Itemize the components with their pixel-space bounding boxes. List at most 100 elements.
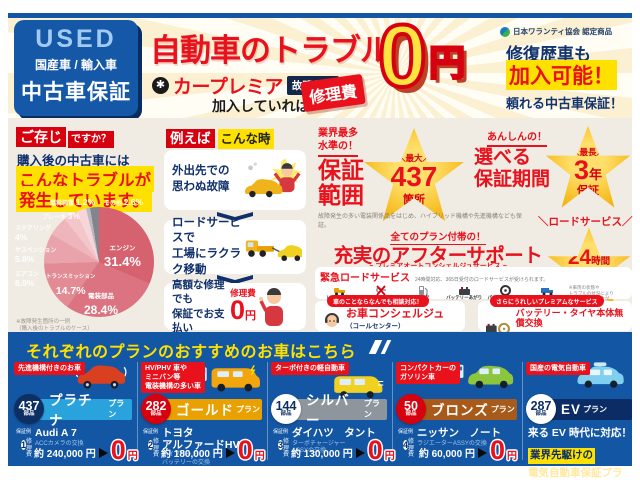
gold-minivan-icon (199, 365, 260, 392)
zero-price-yen: 円 (127, 451, 138, 462)
roadservice-item-battery: バッテリーあがり (444, 285, 483, 301)
plan-name-row: 144 部品 シルバー プラン (271, 393, 387, 428)
hours-unit: 時間 (591, 256, 611, 267)
plan-platinum: 先進機構付きのお車 437 部品 プラチナ プラン 保証例 1 (14, 360, 138, 466)
roadservice-desc: 24時間対応、365日受付のロードサービスが受けられます。 (415, 277, 549, 283)
parts-count-badge: 287 部品 (526, 394, 556, 424)
car-category-label: 国産車 / 輸入車 (34, 58, 117, 72)
example-number-circle: 4 (402, 440, 408, 450)
parts-unit: 部品 (23, 411, 35, 418)
price-value: 約 60,000 円 (418, 449, 475, 460)
parts-count: 144 (275, 398, 297, 413)
trouble-lead-text: 購入後の中古車には (17, 154, 130, 168)
price-label: 修理費 (283, 439, 290, 459)
plan-suffix: プラン (363, 399, 380, 419)
pie-label-brake-value: 3 (68, 211, 80, 221)
plan-divider (522, 362, 523, 460)
price-value: 約 240,000 円 (34, 449, 96, 460)
did-you-know-heading: ご存じ ですか？ (16, 127, 114, 148)
plan-name-bar: ブロンズ プラン (419, 398, 517, 420)
pie-chart (44, 207, 154, 317)
plan-tag: HV/PHV 車や ミニバン等 電装機構の多い車 (141, 362, 205, 394)
concierge-subtitle: （コールセンター） (346, 323, 405, 330)
plan-suffix: プラン (583, 404, 608, 414)
concierge-title: お車コンシェルジュ (346, 308, 445, 320)
trouble-highlight-2: 発生しています。 (16, 186, 152, 212)
coverage-star-top: ＼最大／ (396, 153, 431, 163)
example-number-circle: 2 (147, 440, 153, 450)
zero-price: 0 (489, 435, 505, 466)
plan-price-row: 修理費 約 180,000 円 0 円 (153, 437, 265, 464)
pie-label-other-value: 2.6 (124, 197, 143, 207)
parts-count: 437 (18, 398, 40, 413)
ev-line-1: 来る EV 時代に対応！ (528, 427, 632, 439)
plan-price-row: 修理費 約 130,000 円 0 円 (283, 437, 395, 464)
association-logo-icon (500, 26, 510, 37)
example-number-circle: 3 (277, 440, 283, 450)
used-warranty-title: 中古車保証 (21, 81, 131, 104)
example-step-1-card: 外出先での 思わぬ故障 (164, 150, 306, 210)
parts-unit: 部品 (150, 411, 162, 418)
example-step-2-text: ロードサービスで 工場にラクラク移動 (172, 216, 241, 276)
zero-price: 0 (110, 435, 126, 466)
yen-symbol: 円 (428, 40, 467, 84)
concierge-row: お車コンシェルジュ （コールセンター） (315, 301, 465, 330)
platinum-car-icon (75, 365, 127, 389)
pie-label-other: その他 2.6 (104, 197, 143, 208)
pie-label-other-name: その他 (104, 201, 123, 207)
plan-example: 保証例 2 トヨタ アルファードHV ハイブリッド バッテリーの交換 (143, 427, 239, 467)
pie-label-engine-name: エンジン (109, 245, 136, 252)
coverage-note: 故障発生の多い電装関係品をはじめ、ハイブリッド機構や先進機構なども保証。 (318, 214, 522, 229)
pie-label-electrical-name: 電装部品 (88, 293, 115, 300)
concierge-pill: 車のことならなんでも相談対応！ (327, 295, 429, 307)
plan-name-row: 282 部品 ゴールド プラン (141, 394, 262, 424)
example-badge-2: こんな時 (217, 129, 274, 149)
example-car-name: ダイハツ タント (292, 427, 376, 439)
support-tagline: 全てのプラン付帯の！ (390, 229, 486, 245)
repair-zero-number: 0 (230, 295, 246, 326)
premium-title: バッテリー・タイヤ本体無償交換 (515, 308, 624, 328)
example-label: 保証例 (143, 429, 159, 435)
plan-tag: 先進機構付きのお車 (14, 362, 85, 376)
example-repair-item: ターボチャージャー ASSYの交換 (292, 440, 346, 455)
concierge-text: お車コンシェルジュ （コールセンター） (346, 308, 445, 331)
pie-label-electrical: 電装部品 28.4 (84, 286, 118, 318)
repair-zero-yen: 円 (245, 310, 257, 323)
plan-name-bar: ゴールド プラン (164, 398, 262, 420)
pie-label-suspension: サスペンション 5.8 (15, 248, 56, 264)
key-lockout-icon (361, 285, 400, 296)
price-label: 修理費 (408, 439, 415, 459)
pie-label-engine: エンジン 31.4 (104, 238, 141, 270)
period-star-number-unit: 年 (589, 167, 603, 182)
brand-name: カープレミア (173, 77, 283, 98)
price-label: 修理費 (26, 439, 33, 459)
coverage-tagline: 業界最多 水準の！ (318, 128, 358, 157)
plan-silver: ターボ付きの軽自動車 144 部品 シルバー プラン 保証例 3 (271, 360, 395, 464)
battery-jump-icon (444, 285, 483, 296)
pie-label-steering-name: ステアリング (15, 226, 52, 232)
plan-gold: HV/PHV 車や ミニバン等 電装機構の多い車 282 部品 ゴールド プラン… (141, 360, 265, 467)
concierge-card: 車のことならなんでも相談対応！ お車コンシェルジュ （コールセンター） (315, 295, 465, 331)
example-badge: 例えば (166, 129, 215, 148)
plan-name-bar: EV プラン (549, 398, 632, 420)
top-divider (8, 13, 632, 18)
plan-name-bar: シルバー プラン (294, 393, 387, 428)
plan-suffix: プラン (490, 404, 515, 414)
did-you-know-badge-2: ですか？ (68, 131, 114, 148)
plan-name-row: 437 部品 プラチナ プラン (14, 393, 132, 428)
plan-suffix: プラン (108, 399, 125, 419)
zero-number: 0 (376, 6, 429, 105)
example-car-name: Audi A 7 (35, 427, 77, 439)
parts-unit: 部品 (535, 411, 547, 418)
pie-label-fuel-name: 燃料装置 (50, 201, 75, 207)
period-star-number: 3 (573, 155, 589, 185)
example-label: 保証例 (273, 429, 289, 435)
brand-gear-icon: ✱ (152, 77, 169, 94)
example-step-3-card: 高額な修理でも 保証でお支払い 修理費 0円 (164, 279, 306, 334)
pie-label-electrical-value: 28.4 (84, 303, 118, 317)
example-number-circle: 1 (20, 440, 26, 450)
example-step-3-text: 高額な修理でも 保証でお支払い (172, 279, 225, 334)
parts-unit: 部品 (280, 411, 292, 418)
example-texts: ニッサン ノート ラジエーターASSYの交換 (417, 427, 501, 453)
